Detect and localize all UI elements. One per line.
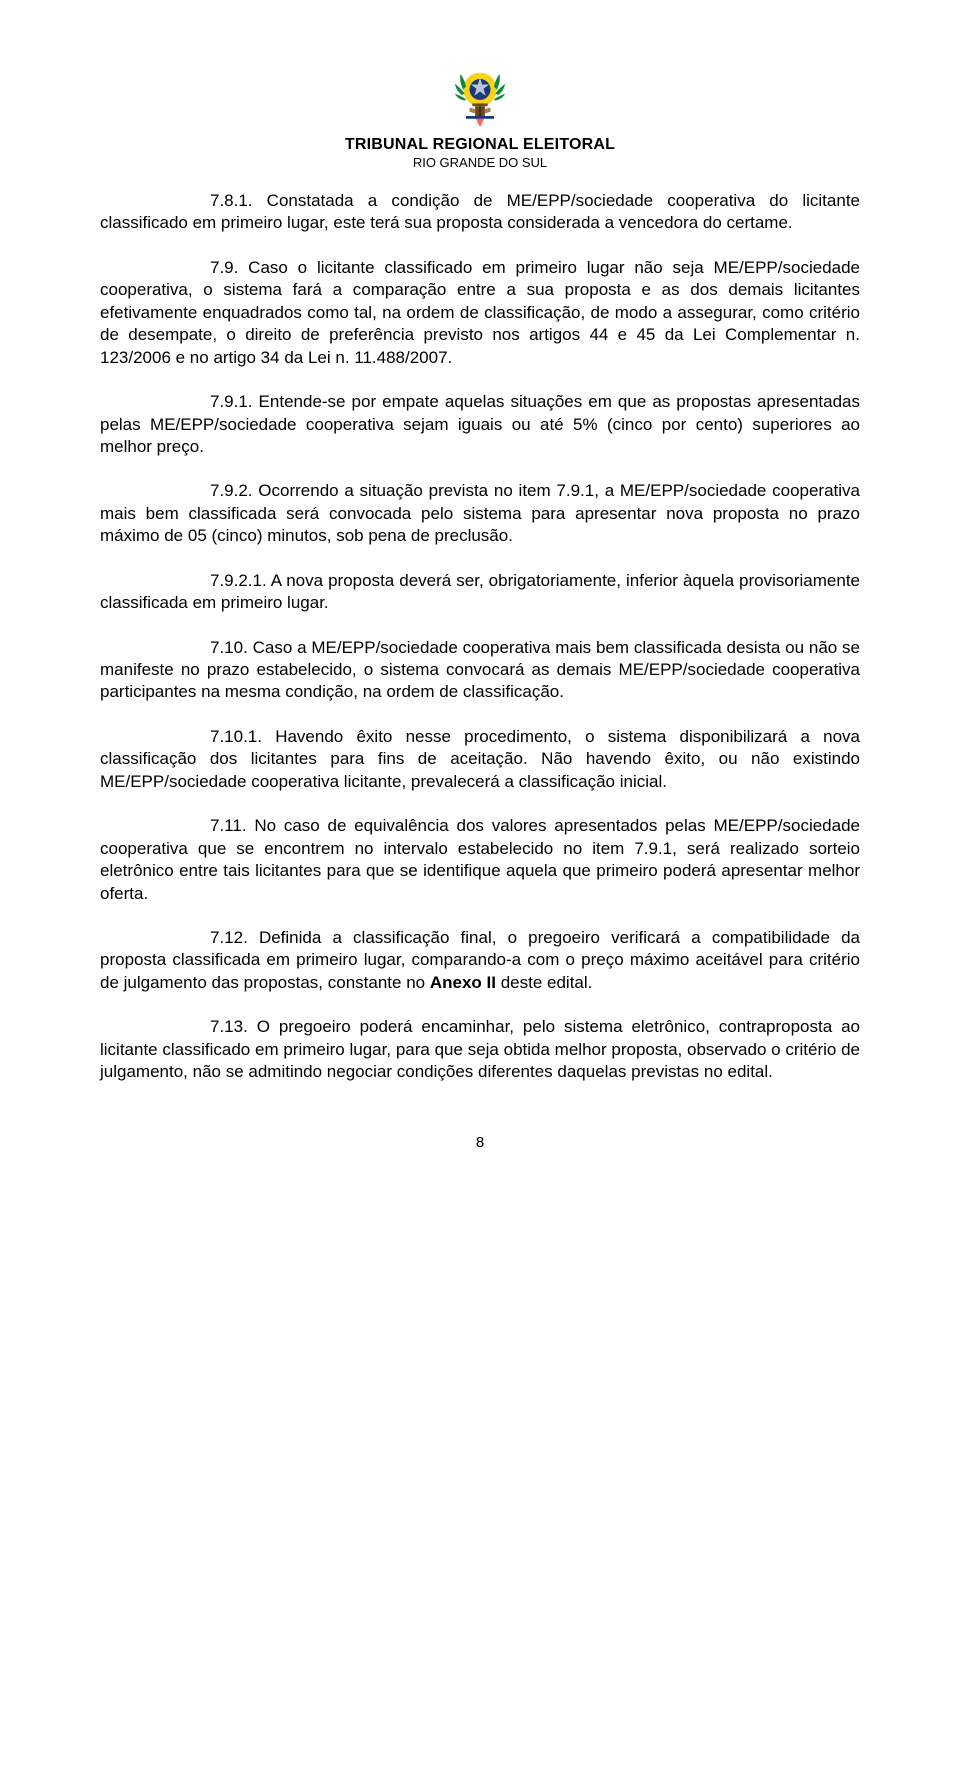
paragraph-7-9-1: 7.9.1. Entende-se por empate aquelas sit…: [100, 391, 860, 458]
national-emblem-icon: [445, 60, 515, 130]
document-header: TRIBUNAL REGIONAL ELEITORAL RIO GRANDE D…: [100, 60, 860, 170]
paragraph-7-10-1: 7.10.1. Havendo êxito nesse procedimento…: [100, 726, 860, 793]
paragraph-7-9: 7.9. Caso o licitante classificado em pr…: [100, 257, 860, 369]
page-number: 8: [100, 1134, 860, 1151]
paragraph-7-8-1: 7.8.1. Constatada a condição de ME/EPP/s…: [100, 190, 860, 235]
anexo-ii-bold: Anexo II: [430, 973, 496, 992]
paragraph-7-9-2: 7.9.2. Ocorrendo a situação prevista no …: [100, 480, 860, 547]
paragraph-7-11: 7.11. No caso de equivalência dos valore…: [100, 815, 860, 905]
paragraph-7-12: 7.12. Definida a classificação final, o …: [100, 927, 860, 994]
tribunal-title: TRIBUNAL REGIONAL ELEITORAL: [100, 136, 860, 154]
paragraph-7-9-2-1: 7.9.2.1. A nova proposta deverá ser, obr…: [100, 570, 860, 615]
paragraph-7-10: 7.10. Caso a ME/EPP/sociedade cooperativ…: [100, 637, 860, 704]
tribunal-subtitle: RIO GRANDE DO SUL: [100, 155, 860, 170]
paragraph-7-13: 7.13. O pregoeiro poderá encaminhar, pel…: [100, 1016, 860, 1083]
document-page: TRIBUNAL REGIONAL ELEITORAL RIO GRANDE D…: [0, 0, 960, 1211]
paragraph-7-12-b: deste edital.: [496, 973, 592, 992]
